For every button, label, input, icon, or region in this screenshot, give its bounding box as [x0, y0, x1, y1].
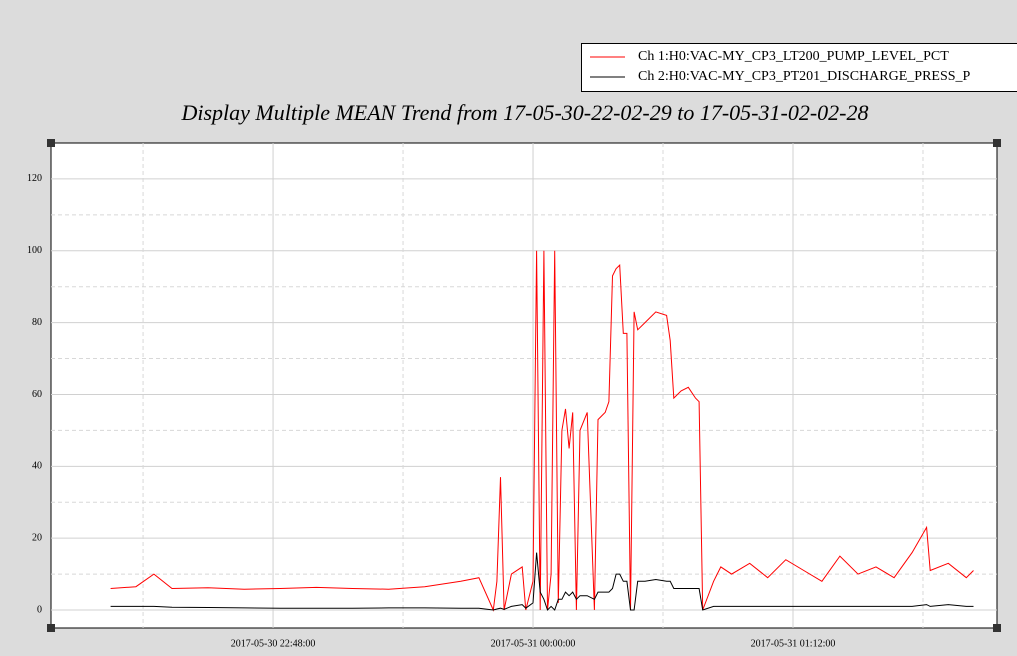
series-line [110, 552, 974, 611]
chart-title: Display Multiple MEAN Trend from 17-05-3… [180, 100, 868, 125]
x-tick-label: 2017-05-31 00:00:00 [491, 638, 576, 649]
x-tick-label: 2017-05-31 01:12:00 [751, 638, 836, 649]
corner-handle [993, 139, 1001, 147]
grid [51, 143, 997, 628]
corner-handle [47, 624, 55, 632]
y-tick-label: 0 [37, 604, 42, 615]
legend-label: Ch 2:H0:VAC-MY_CP3_PT201_DISCHARGE_PRESS… [638, 69, 971, 84]
y-tick-label: 20 [32, 532, 42, 543]
plot-area [50, 142, 998, 629]
x-tick-label: 2017-05-30 22:48:00 [231, 638, 316, 649]
y-tick-label: 100 [27, 245, 42, 256]
series-lines [110, 250, 974, 612]
y-tick-label: 120 [27, 173, 42, 184]
legend-box [581, 43, 1017, 92]
y-tick-label: 80 [32, 317, 42, 328]
series-line [110, 250, 974, 612]
y-tick-label: 40 [32, 461, 42, 472]
corner-handle [47, 139, 55, 147]
corner-handle [993, 624, 1001, 632]
y-tick-label: 60 [32, 389, 42, 400]
legend-label: Ch 1:H0:VAC-MY_CP3_LT200_PUMP_LEVEL_PCT [638, 49, 949, 64]
